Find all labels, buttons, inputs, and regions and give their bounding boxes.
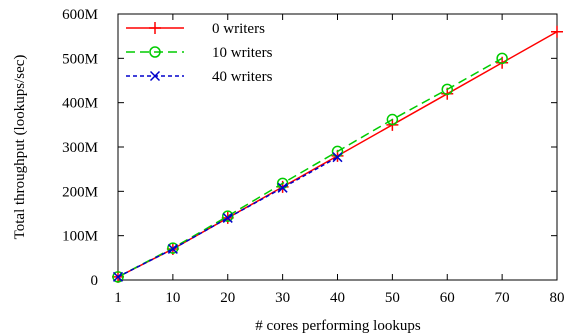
y-tick-label: 0 (91, 273, 99, 289)
x-tick-label: 10 (165, 290, 180, 306)
x-marker (277, 182, 288, 193)
series-line (117, 57, 503, 278)
legend-label: 40 writers (212, 69, 273, 85)
x-marker (332, 152, 343, 163)
axes: 1 10 20 30 40 50 60 70 80 0 100M 200M 300M 400M 500M 60… (62, 7, 564, 306)
legend: 0 writers 10 writers 40 writers (126, 21, 273, 85)
x-marker (149, 70, 161, 82)
plus-marker (551, 25, 563, 38)
x-tick-label: 60 (440, 290, 455, 306)
y-tick-label: 500M (62, 51, 98, 67)
x-tick-label: 80 (550, 290, 565, 306)
x-tick-label: 50 (385, 290, 400, 306)
x-tick-label: 40 (330, 290, 345, 306)
legend-label: 10 writers (212, 45, 273, 61)
circle-marker (112, 271, 124, 283)
legend-label: 0 writers (212, 21, 265, 37)
circle-marker (167, 242, 179, 254)
y-tick-label: 200M (62, 184, 98, 200)
x-tick-label: 30 (275, 290, 290, 306)
circle-marker (496, 52, 508, 65)
x-marker (222, 212, 233, 223)
x-tick-label: 20 (220, 290, 235, 306)
x-tick-label: 1 (114, 290, 122, 306)
circle-marker (222, 210, 234, 222)
x-marker (112, 271, 124, 282)
x-marker (167, 243, 178, 254)
y-tick-label: 600M (62, 7, 98, 23)
x-axis-title: # cores performing lookups (255, 318, 421, 334)
circle-marker (149, 46, 161, 58)
x-tick-label: 70 (495, 290, 510, 306)
y-axis-title: Total throughput (lookups/sec) (12, 55, 28, 240)
circle-marker (441, 83, 453, 96)
series-0 (112, 25, 563, 283)
plus-marker (149, 22, 161, 34)
y-tick-label: 300M (62, 140, 98, 156)
y-tick-label: 400M (62, 96, 98, 112)
series-2 (112, 152, 343, 282)
y-tick-label: 100M (62, 229, 98, 245)
series-group (112, 25, 563, 283)
circle-marker (386, 113, 399, 126)
